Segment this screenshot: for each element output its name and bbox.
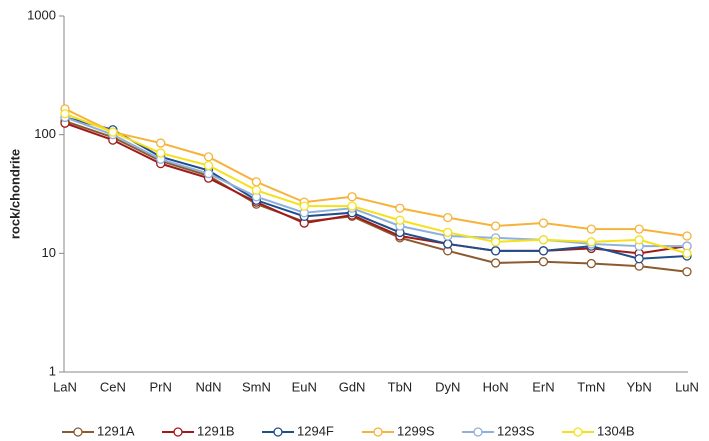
x-tick-label: EuN: [292, 379, 317, 394]
series-line: [64, 116, 687, 248]
data-point: [538, 246, 549, 256]
legend-label: 1291B: [197, 423, 235, 438]
x-tick-label: YbN: [627, 379, 652, 394]
x-tick-label: DyN: [435, 379, 460, 394]
legend-marker: [473, 427, 483, 437]
data-point: [203, 152, 214, 162]
data-point: [586, 258, 596, 269]
data-point: [347, 201, 357, 211]
x-tick-label: TbN: [388, 379, 413, 394]
data-point: [538, 218, 549, 228]
data-point: [443, 212, 453, 223]
data-point: [586, 237, 596, 247]
data-point: [634, 254, 644, 264]
y-tick-label: 1: [49, 363, 56, 378]
data-point: [682, 267, 692, 277]
legend-marker: [173, 427, 183, 437]
x-tick-label: LaN: [53, 379, 77, 394]
data-point: [108, 127, 118, 137]
legend-label: 1294F: [297, 423, 334, 438]
y-tick-label: 1000: [27, 7, 56, 22]
legend-label: 1293S: [497, 423, 535, 438]
data-point: [538, 257, 549, 267]
series-line: [64, 120, 688, 273]
series-line: [64, 122, 688, 255]
data-point: [203, 160, 214, 171]
legend-marker: [373, 427, 383, 437]
x-tick-label: SmN: [242, 379, 271, 394]
data-point: [634, 224, 644, 234]
data-point: [443, 227, 453, 238]
data-point: [490, 237, 501, 247]
data-point: [538, 235, 549, 245]
data-point: [443, 239, 453, 249]
data-point: [251, 177, 262, 187]
y-tick-label: 100: [34, 126, 56, 141]
data-point: [586, 224, 596, 234]
data-point: [682, 248, 692, 258]
y-tick-label: 10: [42, 245, 56, 260]
x-tick-label: HoN: [483, 379, 509, 394]
series-line: [64, 116, 688, 260]
data-point: [156, 138, 166, 148]
y-axis-label: rock/chondrite: [7, 149, 22, 239]
data-point: [203, 168, 214, 179]
data-point: [395, 203, 405, 213]
data-point: [490, 246, 501, 256]
legend-marker: [573, 427, 583, 437]
data-point: [490, 258, 501, 268]
series-line: [64, 107, 688, 237]
data-point: [395, 215, 405, 225]
legend-label: 1291A: [97, 423, 135, 438]
x-tick-label: GdN: [339, 379, 366, 394]
data-point: [299, 201, 309, 211]
legend-marker: [73, 427, 83, 437]
data-point: [251, 185, 262, 195]
data-point: [60, 109, 70, 119]
x-tick-label: PrN: [149, 379, 171, 394]
x-tick-label: ErN: [532, 379, 554, 394]
data-point: [682, 231, 692, 241]
x-tick-label: CeN: [100, 379, 126, 394]
data-point: [634, 235, 644, 245]
series-line: [64, 112, 688, 255]
x-tick-label: NdN: [196, 379, 222, 394]
data-point: [156, 148, 166, 158]
legend-label: 1299S: [397, 423, 435, 438]
data-point: [490, 221, 501, 231]
legend-label: 1304B: [597, 423, 635, 438]
x-tick-label: LuN: [675, 379, 699, 394]
data-point: [347, 192, 357, 202]
legend-marker: [273, 427, 283, 437]
x-tick-label: TmN: [577, 379, 605, 394]
